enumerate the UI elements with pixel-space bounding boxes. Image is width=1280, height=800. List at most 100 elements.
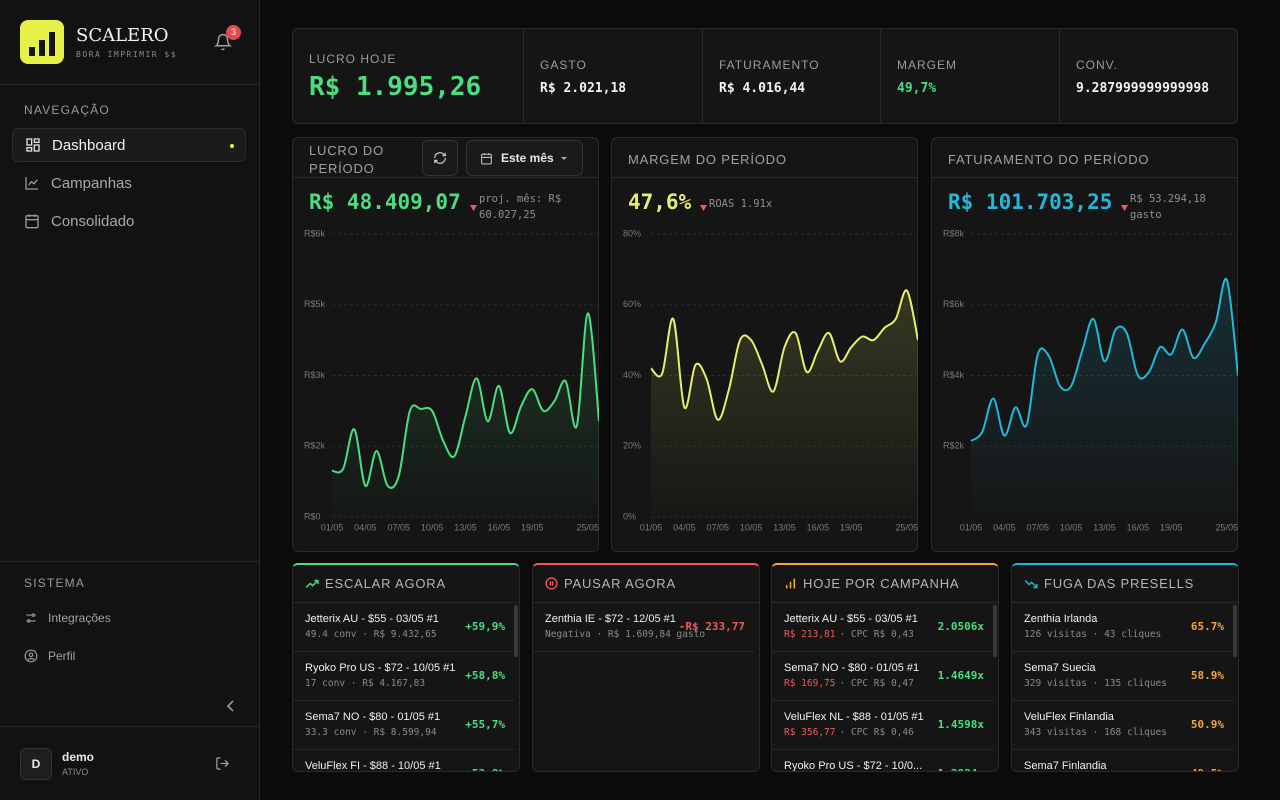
item-value: 65.7% xyxy=(1190,620,1224,633)
section-title: NAVEGAÇÃO xyxy=(24,103,110,117)
list-item[interactable]: Ryoko Pro US - $72 - 10/05 #1 17 conv · R… xyxy=(293,652,515,701)
nav-item[interactable]: Campanhas xyxy=(12,166,246,200)
chart-title: FATURAMENTO DO PERÍODO xyxy=(948,152,1150,167)
line-series xyxy=(970,277,1238,442)
tagline: BORA IMPRIMIR $$ xyxy=(76,50,178,59)
list-item[interactable]: Ryoko Pro US - $72 - 10/0... 1.2834x xyxy=(772,750,994,771)
item-name: VeluFlex Finlandia xyxy=(1024,711,1114,723)
kpi-value: 49,7% xyxy=(897,81,937,96)
notification-badge: 3 xyxy=(226,25,241,40)
item-meta: 126 visitas · 43 cliques xyxy=(1024,629,1161,640)
panel-title: FUGA DAS PRESELLS xyxy=(1044,576,1195,591)
list-item[interactable]: Sema7 Suecia 329 visitas · 135 cliques 58.… xyxy=(1012,652,1234,701)
item-name: Zenthia Irlanda xyxy=(1024,613,1098,625)
x-tick-label: 10/05 xyxy=(740,522,763,532)
panel: FUGA DAS PRESELLS Zenthia Irlanda 126 vis… xyxy=(1011,563,1239,772)
item-meta: 49.4 conv · R$ 9.432,65 xyxy=(305,629,437,640)
y-tick-label: R$6k xyxy=(943,299,965,309)
item-value: 1.2834x xyxy=(938,767,984,771)
headline-value: R$ 101.703,25 xyxy=(948,190,1113,214)
list-item[interactable]: VeluFlex Finlandia 343 visitas · 168 cliq… xyxy=(1012,701,1234,750)
list-item[interactable]: VeluFlex FI - $88 - 10/05 #1 +53,8% xyxy=(293,750,515,771)
y-tick-label: 60% xyxy=(623,299,641,309)
list-item[interactable]: Sema7 NO - $80 - 01/05 #1 33.3 conv · R$ … xyxy=(293,701,515,750)
refresh-button[interactable] xyxy=(422,140,458,176)
y-tick-label: 80% xyxy=(623,228,641,238)
nav-label: Campanhas xyxy=(51,174,132,192)
item-meta-text: 17 conv · R$ 4.167,83 xyxy=(305,678,426,689)
x-tick-label: 25/05 xyxy=(1215,522,1238,532)
kpi-label: LUCRO HOJE xyxy=(309,52,397,66)
panel-title: HOJE POR CAMPANHA xyxy=(803,576,960,591)
period-select[interactable]: Este mês xyxy=(466,140,583,176)
x-tick-label: 07/05 xyxy=(387,522,410,532)
chart-header: LUCRO DO PERÍODO Este mês xyxy=(293,138,598,178)
active-dot xyxy=(230,144,234,148)
collapse-button[interactable] xyxy=(225,699,237,718)
list-item[interactable]: Zenthia IE - $72 - 12/05 #1 Negativa · R$… xyxy=(533,603,755,652)
item-meta-text: Negativa · R$ 1.609,84 gasto xyxy=(545,629,706,640)
nav-label: Consolidado xyxy=(51,212,135,230)
kpi: FATURAMENTO R$ 4.016,44 xyxy=(702,29,880,123)
area-fill xyxy=(971,278,1238,517)
item-value: 49.5% xyxy=(1191,767,1224,771)
x-tick-label: 04/05 xyxy=(354,522,377,532)
scrollbar xyxy=(993,605,997,657)
list-item[interactable]: Sema7 Finlandia 49.5% xyxy=(1012,750,1234,771)
headline-value: R$ 48.409,07 xyxy=(309,190,461,214)
notification-bell[interactable] xyxy=(213,33,233,56)
scrollbar xyxy=(514,605,518,657)
nav-item[interactable]: Dashboard xyxy=(12,128,246,162)
nav-item[interactable]: Consolidado xyxy=(12,204,246,238)
list-item[interactable]: VeluFlex NL - $88 - 01/05 #1 R$ 356,77 · C… xyxy=(772,701,994,750)
area-fill xyxy=(651,290,918,517)
item-meta-text: 329 visitas · 135 cliques xyxy=(1024,678,1167,689)
user-name: demo xyxy=(62,750,95,764)
item-name: Sema7 NO - $80 - 01/05 #1 xyxy=(305,711,441,723)
list-item[interactable]: Zenthia Irlanda 126 visitas · 43 cliques 6… xyxy=(1012,603,1234,652)
panel-header: FUGA DAS PRESELLS xyxy=(1012,565,1238,603)
item-name: Ryoko Pro US - $72 - 10/05 #1 xyxy=(305,662,456,674)
item-meta-text: 33.3 conv · R$ 8.599,94 xyxy=(305,727,437,738)
panel-header: PAUSAR AGORA xyxy=(533,565,759,603)
item-meta-text: 343 visitas · 168 cliques xyxy=(1024,727,1167,738)
item-meta-text: 126 visitas · 43 cliques xyxy=(1024,629,1162,640)
trend-icon xyxy=(700,205,707,211)
x-tick-label: 04/05 xyxy=(993,522,1016,532)
nav-item[interactable]: Perfil xyxy=(24,649,75,663)
headline-note: R$ 53.294,18 gasto xyxy=(1130,193,1206,221)
nav-item[interactable]: Integrações xyxy=(24,611,111,625)
panel-title: PAUSAR AGORA xyxy=(564,576,676,591)
list-item[interactable]: Sema7 NO - $80 - 01/05 #1 R$ 169,75 · CPC … xyxy=(772,652,994,701)
x-tick-label: 01/05 xyxy=(960,522,983,532)
panel-header: ESCALAR AGORA xyxy=(293,565,519,603)
trend-icon xyxy=(470,205,477,211)
kpi-value: R$ 4.016,44 xyxy=(719,81,806,96)
item-value: 50.9% xyxy=(1190,718,1224,731)
scrollbar xyxy=(1233,605,1237,657)
y-tick-label: R$0 xyxy=(304,511,321,521)
item-cost: R$ 213,81 xyxy=(784,629,836,640)
panel: PAUSAR AGORA Zenthia IE - $72 - 12/05 #1… xyxy=(532,563,760,772)
y-tick-label: R$6k xyxy=(304,228,326,238)
x-tick-label: 16/05 xyxy=(488,522,511,532)
x-tick-label: 07/05 xyxy=(706,522,729,532)
item-meta-text: · CPC R$ 0,47 xyxy=(839,678,914,689)
list-item[interactable]: Jetterix AU - $55 - 03/05 #1 49.4 conv · … xyxy=(293,603,515,652)
item-meta: 33.3 conv · R$ 8.599,94 xyxy=(305,727,437,738)
kpi-label: FATURAMENTO xyxy=(719,58,820,72)
y-tick-label: R$3k xyxy=(304,370,326,380)
kpi: GASTO R$ 2.021,18 xyxy=(523,29,702,123)
item-value: +55,7% xyxy=(465,718,505,731)
list-item[interactable]: Jetterix AU - $55 - 03/05 #1 R$ 213,81 · C… xyxy=(772,603,994,652)
kpi-label: GASTO xyxy=(540,58,587,72)
headline-value: 47,6% xyxy=(628,190,692,214)
kpi: LUCRO HOJE R$ 1.995,26 xyxy=(293,29,523,123)
logout-button[interactable] xyxy=(215,756,230,776)
item-value: 1.4598x xyxy=(937,718,984,731)
item-name: Jetterix AU - $55 - 03/05 #1 xyxy=(305,613,439,625)
chart-plot: R$2k R$4k R$6k R$8k 01/05 04/05 07/05 10/05 13/0… xyxy=(943,228,1238,532)
x-tick-label: 01/05 xyxy=(321,522,344,532)
user-status: ATIVO xyxy=(62,767,89,777)
headline-note: proj. mês: R$ 60.027,25 xyxy=(479,193,562,221)
